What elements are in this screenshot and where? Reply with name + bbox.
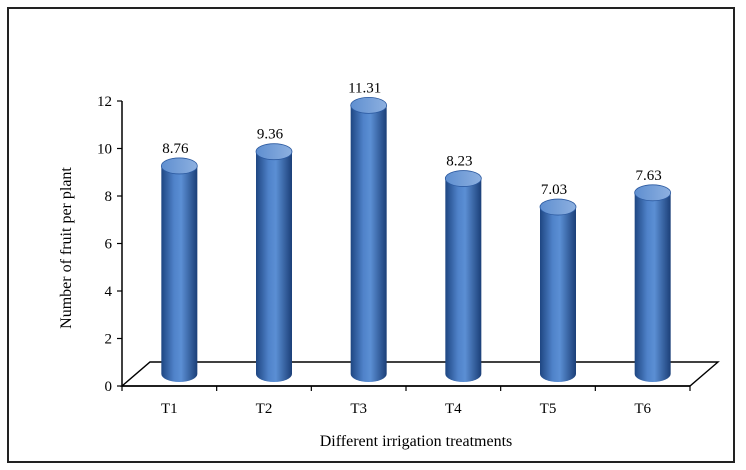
y-tick-label: 10 [97, 142, 112, 158]
data-label: 7.63 [636, 168, 662, 184]
data-labels: 8.76 9.36 11.31 8.23 7.03 7.63 [162, 80, 662, 198]
bar-body [256, 151, 292, 382]
bar-top [634, 184, 672, 202]
bar-top [350, 96, 388, 114]
bar-t4 [444, 170, 482, 382]
y-tick-label: 8 [105, 189, 113, 205]
bar-body [161, 165, 198, 382]
bar-t2 [255, 143, 293, 382]
bar-body [445, 178, 482, 382]
chart-floor [120, 361, 720, 387]
bar-t1 [160, 157, 198, 382]
y-tick-label: 6 [105, 237, 113, 253]
x-tick-label: T3 [350, 401, 367, 417]
data-label: 7.03 [541, 182, 567, 198]
data-label: 8.76 [162, 141, 189, 157]
bars [160, 96, 672, 382]
y-tick-label: 0 [105, 379, 113, 395]
bar-body [540, 207, 576, 382]
y-tick-label: 12 [97, 94, 112, 110]
bar-body [634, 192, 671, 382]
bar-top [160, 157, 198, 175]
bar-body [350, 105, 387, 382]
y-tick-label: 2 [105, 332, 113, 348]
data-label: 11.31 [348, 80, 381, 96]
y-axis-title: Number of fruit per plant [58, 167, 75, 329]
x-tick-label: T6 [634, 401, 651, 417]
x-tick-label: T2 [256, 401, 273, 417]
x-tick-label: T5 [540, 401, 557, 417]
bar-t5 [539, 198, 577, 382]
bar-top [539, 198, 577, 216]
x-tick-label: T4 [445, 401, 462, 417]
x-axis-title: Different irrigation treatments [320, 433, 513, 450]
y-tick-label: 4 [105, 284, 113, 300]
bar-top [255, 143, 293, 161]
data-label: 9.36 [257, 127, 284, 143]
bar-top [444, 170, 482, 187]
bar-t3 [350, 96, 388, 382]
bar-t6 [634, 184, 672, 382]
data-label: 8.23 [446, 154, 472, 170]
x-tick-label: T1 [161, 401, 178, 417]
